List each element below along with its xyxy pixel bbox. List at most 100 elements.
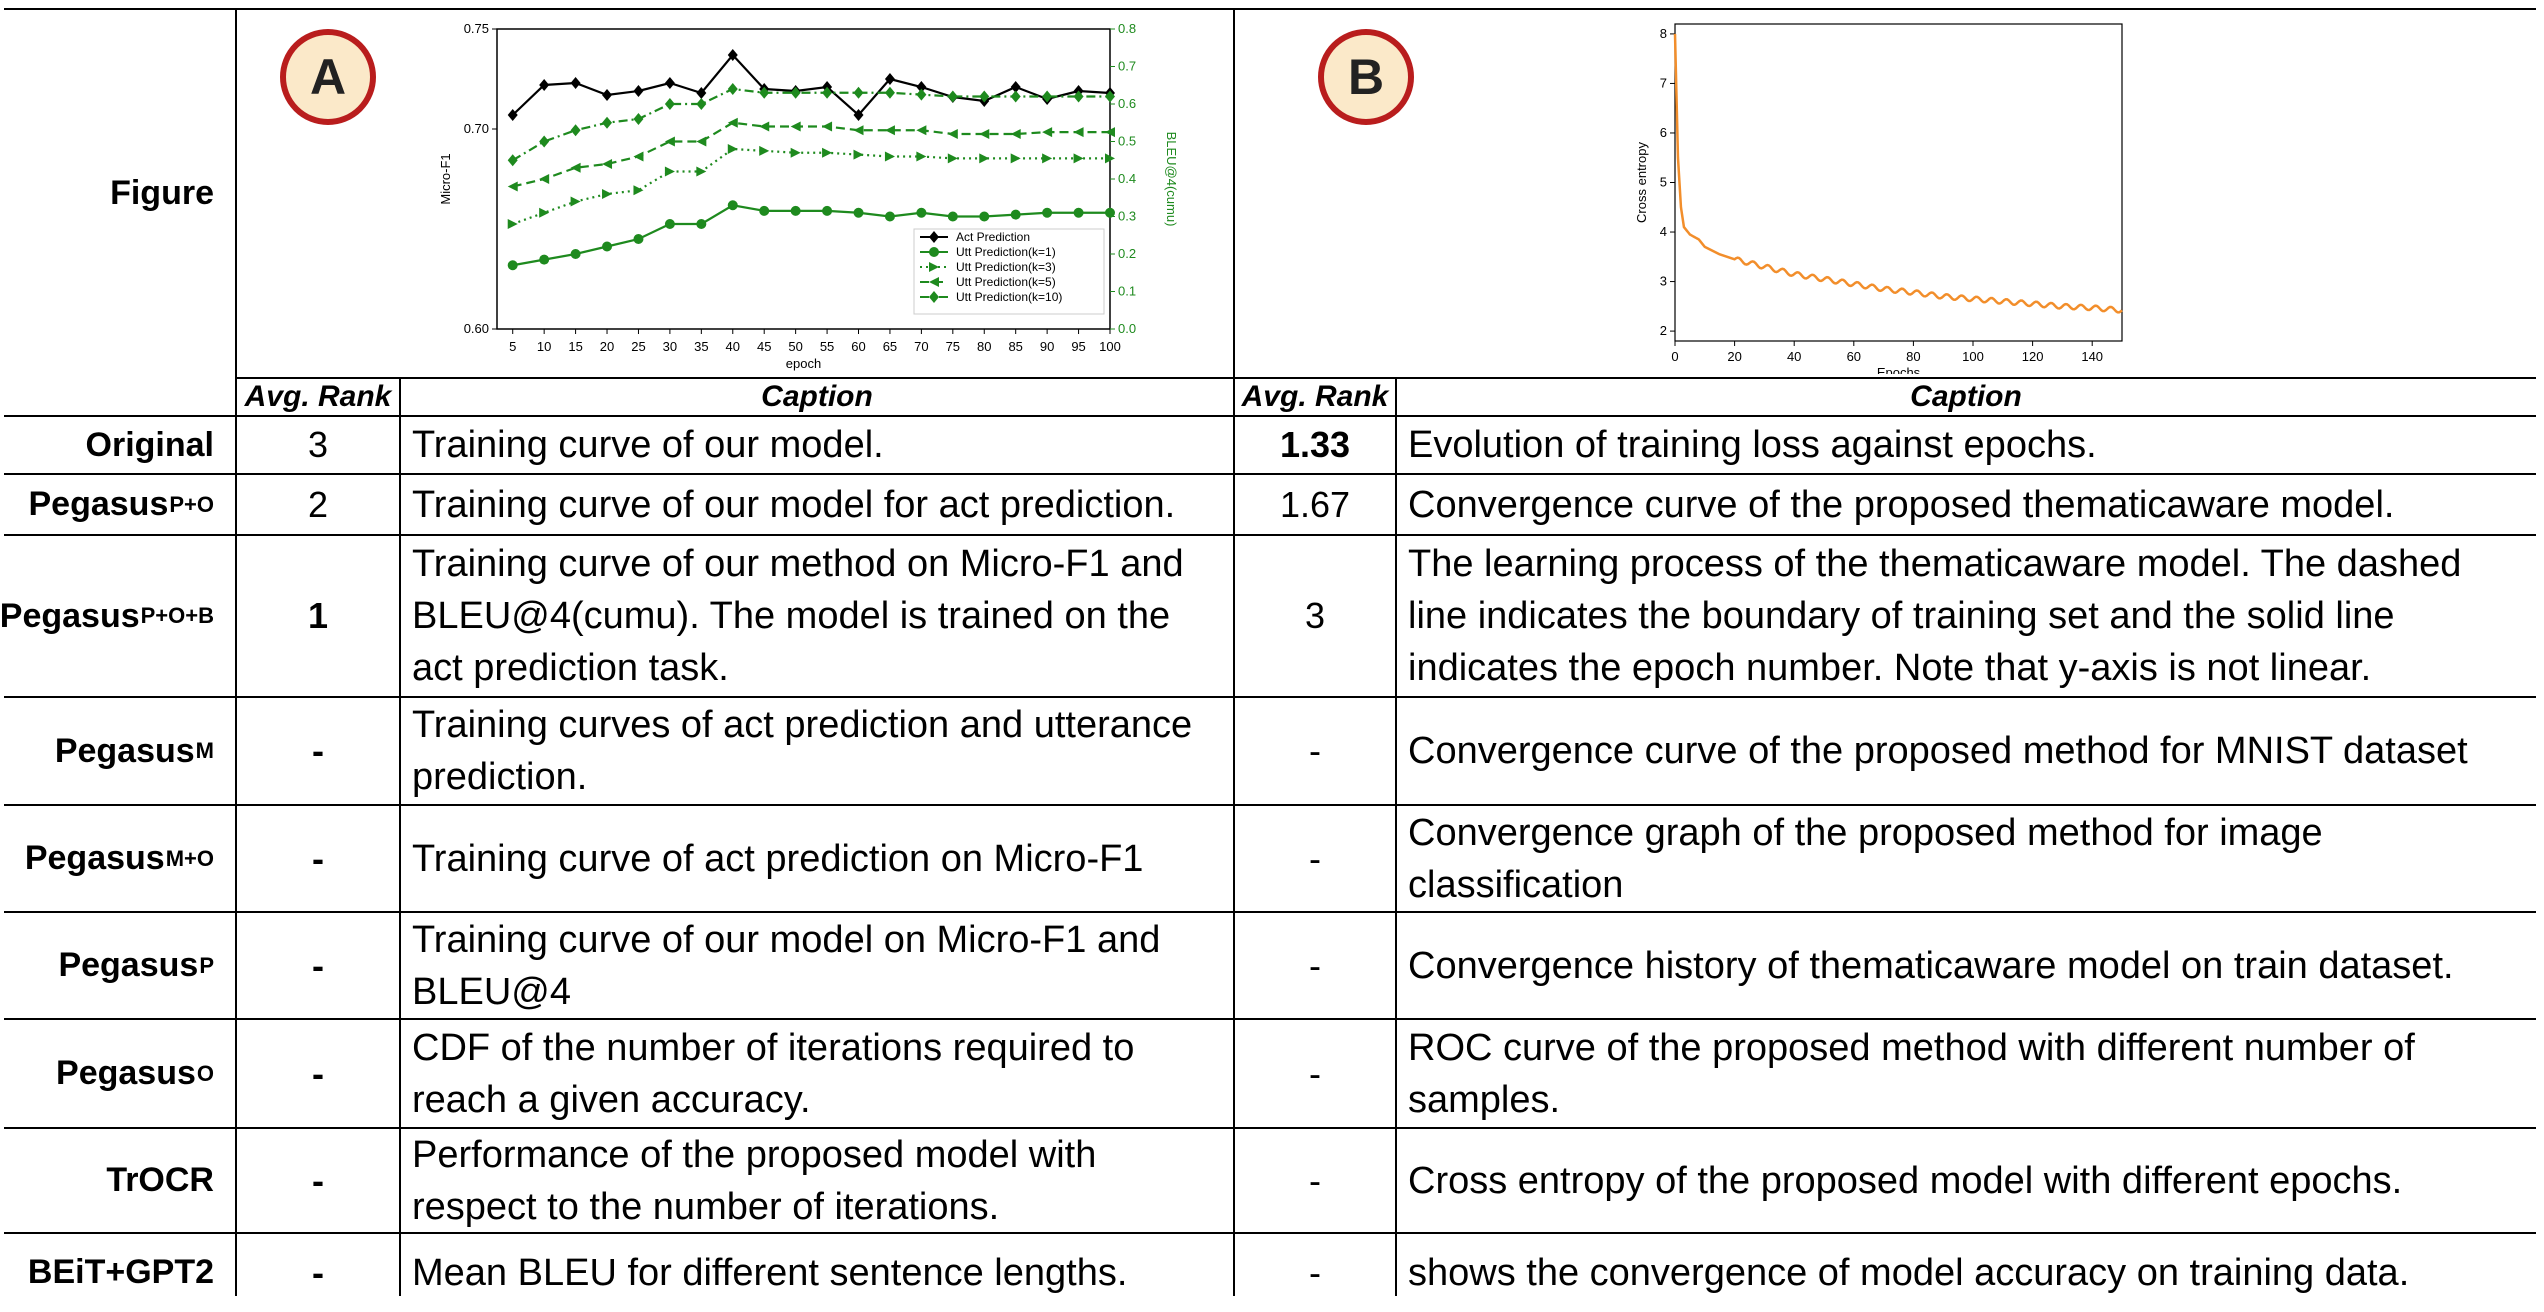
y-right-tick-label: 0.5 (1118, 134, 1136, 149)
y-tick-label: 2 (1660, 323, 1667, 338)
data-point (947, 90, 958, 103)
row-label-base: BEiT+GPT2 (27, 1253, 214, 1291)
y-tick-label: 5 (1660, 175, 1667, 190)
data-point (602, 189, 613, 199)
caption-header-b: Caption (1910, 380, 2022, 413)
data-point (1010, 90, 1021, 103)
y-right-tick-label: 0.8 (1118, 21, 1136, 36)
data-point (916, 125, 927, 136)
data-point (1042, 207, 1053, 218)
avg-rank-header-b: Avg. Rank (1241, 380, 1389, 413)
row-label-base: Original (85, 425, 214, 464)
row-label: BEiT+GPT2 (4, 1233, 236, 1312)
data-point (633, 185, 644, 196)
data-point (696, 136, 707, 147)
caption-header-a: Caption (761, 380, 873, 413)
data-point (602, 159, 613, 169)
x-tick-label: 0 (1671, 349, 1678, 364)
y-tick-label: 4 (1660, 224, 1667, 239)
row-label-base: TrOCR (106, 1161, 214, 1199)
y-right-tick-label: 0.7 (1118, 59, 1136, 74)
data-point (884, 86, 895, 99)
data-point (664, 136, 675, 147)
data-point (539, 174, 550, 184)
x-tick-label: 60 (851, 339, 865, 354)
x-tick-label: 100 (1962, 349, 1984, 364)
data-point (884, 125, 895, 136)
y-right-tick-label: 0.2 (1118, 246, 1136, 261)
data-point (570, 249, 581, 259)
avg-rank-header-a: Avg. Rank (244, 380, 392, 413)
data-point (947, 129, 958, 139)
data-point (790, 147, 801, 158)
row-label: Original (4, 416, 236, 474)
data-point (1105, 90, 1115, 103)
x-tick-label: 20 (1727, 349, 1741, 364)
y-right-axis-label: BLEU@4(cumu) (1164, 132, 1179, 227)
data-point (696, 87, 707, 99)
avg-rank-a: - (312, 730, 324, 771)
x-tick-label: 10 (537, 339, 551, 354)
avg-rank-b: - (1309, 730, 1321, 771)
caption-b: The learning process of the thematicawar… (1408, 543, 2462, 689)
caption-a: Training curve of our model. (412, 424, 884, 466)
data-point (790, 121, 801, 132)
data-point (1105, 153, 1115, 164)
data-point (759, 145, 770, 156)
data-point (602, 241, 613, 252)
y-right-tick-label: 0.4 (1118, 171, 1136, 186)
y-tick-label: 6 (1660, 125, 1667, 140)
y-axis-label: Cross entropy (1634, 142, 1649, 223)
data-point (570, 77, 581, 89)
row-label-subscript: P+O+B (140, 603, 214, 628)
y-right-tick-label: 0.6 (1118, 96, 1136, 111)
data-point (916, 81, 927, 93)
x-tick-label: 40 (1787, 349, 1801, 364)
caption-a: Training curve of act prediction on Micr… (412, 837, 1144, 880)
data-point (884, 73, 895, 85)
legend-label: Utt Prediction(k=1) (956, 245, 1056, 259)
data-point (539, 254, 550, 265)
data-point (929, 247, 939, 257)
x-tick-label: 65 (883, 339, 897, 354)
row-label-subscript: O (196, 1060, 214, 1086)
data-point (1073, 153, 1084, 164)
data-point (853, 109, 864, 121)
y-tick-label: 7 (1660, 75, 1667, 90)
series-line (512, 121, 1110, 188)
y-axis-label: Micro-F1 (438, 153, 453, 204)
data-point (929, 277, 939, 287)
y-tick-label: 8 (1660, 26, 1667, 41)
x-tick-label: 30 (663, 339, 677, 354)
y-tick-label: 3 (1660, 274, 1667, 289)
series-line (512, 147, 1110, 226)
x-tick-label: 20 (600, 339, 614, 354)
row-label-base: Pegasus (56, 1054, 196, 1092)
row-label: Pegasus O (4, 1019, 236, 1128)
legend-box (913, 228, 1105, 315)
x-tick-label: 55 (820, 339, 834, 354)
data-point (1042, 127, 1053, 138)
avg-rank-b: - (1309, 1159, 1321, 1201)
data-point (1042, 153, 1053, 164)
data-point (1105, 127, 1115, 138)
avg-rank-a: 2 (307, 483, 329, 525)
avg-rank-b: 1.67 (1279, 483, 1351, 525)
y-right-tick-label: 0.0 (1118, 321, 1136, 336)
data-point (759, 121, 770, 132)
data-point (929, 231, 939, 243)
data-point (759, 86, 770, 99)
data-point (929, 291, 939, 303)
data-point (602, 89, 613, 101)
data-point (507, 154, 518, 167)
data-point (727, 200, 738, 211)
row-label-base: Pegasus (28, 485, 169, 523)
data-point (727, 83, 738, 95)
data-point (790, 86, 801, 99)
x-tick-label: 100 (1099, 339, 1121, 354)
avg-rank-a: 3 (307, 424, 329, 465)
data-point (790, 205, 801, 216)
data-point (979, 129, 990, 139)
data-point (1073, 127, 1084, 138)
x-tick-label: 60 (1847, 349, 1861, 364)
